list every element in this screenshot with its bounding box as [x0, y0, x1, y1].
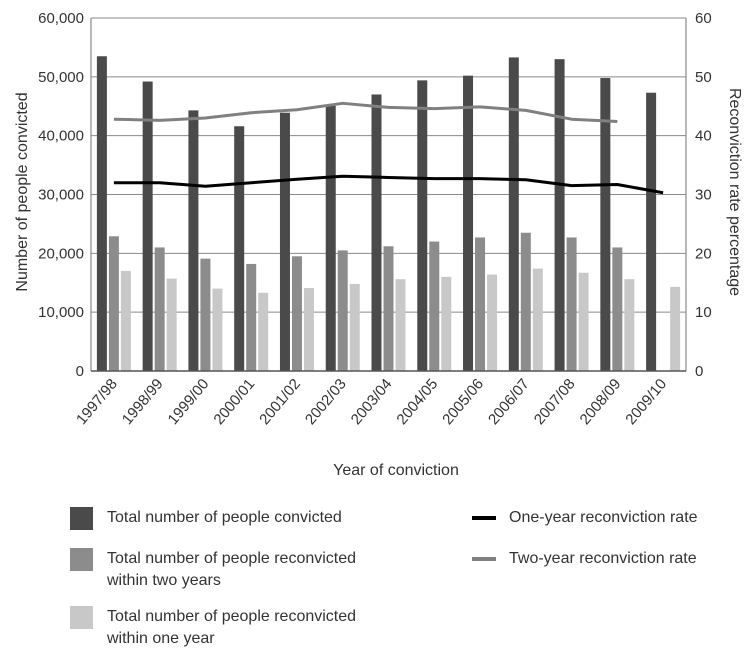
y-tick-label: 10,000	[38, 304, 84, 321]
x-tick-label: 2001/02	[256, 376, 304, 428]
bar-1-1	[96, 56, 107, 371]
x-tick-label: 2006/07	[485, 376, 533, 428]
y2-tick-label: 60	[695, 10, 712, 27]
bar-2-3	[200, 258, 211, 371]
bar-3-1	[120, 270, 131, 371]
y-tick-label: 30,000	[38, 187, 84, 204]
line-series-2	[113, 101, 618, 124]
bar-1-5	[279, 112, 290, 371]
x-tick-label: 2003/04	[348, 376, 396, 428]
bar-2-10	[520, 232, 531, 371]
bar-3-11	[578, 272, 589, 371]
y-tick-label: 20,000	[38, 245, 84, 262]
bar-1-11	[554, 59, 565, 371]
x-tick-label: 2008/09	[577, 376, 625, 428]
x-tick-label: 2005/06	[439, 376, 487, 428]
bar-2-7	[383, 246, 394, 371]
x-tick-label: 2000/01	[210, 376, 258, 428]
x-axis-tick-labels: 1997/981998/991999/002000/012001/022002/…	[73, 376, 670, 428]
bar-3-2	[166, 278, 177, 371]
y2-tick-label: 0	[695, 363, 703, 380]
bar-3-4	[258, 292, 269, 371]
plot-frame	[90, 18, 687, 372]
x-tick-label: 1999/00	[165, 376, 213, 428]
bar-2-8	[429, 241, 440, 371]
bar-1-7	[371, 94, 382, 371]
y-tick-label: 0	[76, 363, 84, 380]
x-axis-title: Year of conviction	[333, 462, 459, 479]
y2-tick-label: 40	[695, 128, 712, 145]
bar-1-10	[508, 57, 519, 371]
bar-3-12	[624, 279, 635, 371]
x-tick-label: 2004/05	[393, 376, 441, 428]
bar-1-4	[234, 126, 245, 372]
bar-1-9	[463, 75, 474, 371]
bar-2-1	[108, 236, 119, 371]
y-axis-title: Number of people convicted	[14, 92, 31, 291]
x-tick-label: 2002/03	[302, 376, 350, 428]
bar-3-10	[532, 268, 543, 371]
line-series	[113, 101, 664, 195]
y-tick-label: 50,000	[38, 69, 84, 86]
bar-3-8	[441, 276, 452, 371]
bar-3-3	[212, 288, 223, 371]
bar-1-6	[325, 105, 336, 371]
bar-1-13	[646, 92, 657, 372]
bar-marks	[96, 56, 681, 372]
y2-tick-label: 50	[695, 69, 712, 86]
y-tick-label: 40,000	[38, 128, 84, 145]
bar-3-6	[349, 283, 360, 371]
bar-2-11	[566, 237, 577, 371]
x-tick-label: 2007/08	[531, 376, 579, 428]
bar-2-9	[475, 237, 486, 371]
bar-1-12	[600, 78, 611, 371]
bar-3-5	[303, 288, 314, 371]
y2-axis-title: Reconviction rate percentage	[726, 88, 743, 296]
bar-1-3	[188, 110, 199, 371]
y2-tick-label: 30	[695, 187, 712, 204]
bar-2-5	[291, 256, 302, 371]
x-tick-label: 1998/99	[119, 376, 167, 428]
line-series-1	[113, 174, 664, 195]
right-axis-tick-labels: 0 10 20 30 40 50 60	[695, 10, 712, 380]
y2-tick-label: 20	[695, 245, 712, 262]
bar-2-6	[337, 250, 348, 371]
bar-2-12	[612, 247, 623, 371]
y2-tick-label: 10	[695, 304, 712, 321]
bar-3-9	[487, 274, 498, 371]
bar-3-7	[395, 279, 406, 371]
left-axis-tick-labels: 0 10,000 20,000 30,000 40,000 50,000 60,000	[38, 10, 84, 380]
bar-1-2	[142, 81, 153, 371]
bar-2-4	[246, 263, 257, 371]
bar-3-13	[670, 286, 681, 371]
y-tick-label: 60,000	[38, 10, 84, 27]
x-tick-label: 1997/98	[73, 376, 121, 428]
bar-1-8	[417, 80, 428, 371]
x-tick-label: 2009/10	[622, 376, 670, 428]
bar-2-2	[154, 247, 165, 371]
